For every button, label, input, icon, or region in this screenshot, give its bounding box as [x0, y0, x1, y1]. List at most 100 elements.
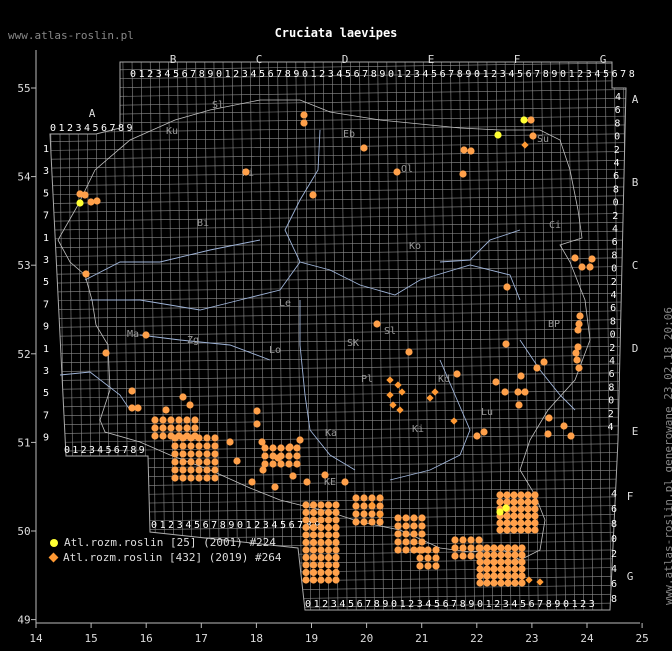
record-dot: [517, 372, 525, 380]
grid-column-digit: 9: [468, 599, 474, 610]
record-dot: [324, 501, 333, 509]
record-dot: [504, 572, 512, 580]
record-dot: [309, 531, 318, 539]
grid-column-digit: 3: [177, 520, 183, 531]
grid-row-digit: 2: [612, 211, 618, 222]
x-tick-label: 15: [84, 632, 97, 645]
grid-column-digit: 3: [263, 520, 269, 531]
river-line: [519, 339, 576, 411]
record-dot: [497, 544, 505, 552]
record-dot: [521, 388, 529, 396]
grid-column-digit: 6: [357, 599, 363, 610]
grid-column-digit: 4: [508, 69, 514, 80]
grid-column-digit: 6: [289, 520, 295, 531]
record-dot: [233, 457, 241, 465]
grid-row-digit: 0: [613, 198, 619, 209]
grid-column-digit: 1: [311, 69, 317, 80]
record-dot: [496, 519, 504, 527]
record-dot: [191, 416, 199, 424]
grid-column-digit: 3: [589, 599, 595, 610]
grid-column-digit: 2: [408, 599, 414, 610]
record-dot: [183, 416, 191, 424]
grid-row-digit: 4: [610, 290, 616, 301]
record-dot: [302, 516, 310, 524]
region-code: Ka: [325, 428, 337, 439]
record-dot: [128, 387, 136, 395]
record-dot: [402, 538, 410, 546]
grid-column-digit: 6: [440, 69, 446, 80]
grid-column-digit: 4: [84, 123, 90, 134]
record-old-dot: [496, 508, 504, 516]
legend: Atl.rozm.roslin [25] (2001) #224 Atl.roz…: [48, 535, 282, 565]
record-dot: [309, 191, 317, 199]
record-dot: [332, 568, 340, 577]
record-dot: [545, 414, 553, 422]
record-dot: [332, 523, 340, 532]
record-diamond: [376, 511, 384, 519]
record-dot: [289, 472, 297, 480]
record-dot: [490, 544, 498, 552]
record-dot: [573, 356, 581, 364]
record-dot: [510, 519, 518, 527]
grid-row-digit: 8: [610, 316, 616, 327]
grid-column-digit: 3: [331, 599, 337, 610]
grid-column-digit: 9: [207, 69, 213, 80]
grid-column-digit: 4: [511, 599, 517, 610]
site-url[interactable]: www.atlas-roslin.pl: [8, 29, 134, 42]
record-dot: [151, 432, 159, 440]
grid-column-letter: G: [600, 53, 607, 66]
legend-item-new: Atl.rozm.roslin [432] (2019) #264: [48, 550, 282, 565]
record-dot: [253, 407, 261, 415]
record-dot: [459, 552, 467, 560]
record-diamond: [389, 401, 397, 409]
record-old-dot: [76, 199, 84, 207]
grid-column-digit: 0: [474, 69, 480, 80]
record-diamond: [394, 381, 402, 389]
record-dot: [309, 508, 318, 517]
record-dot: [321, 471, 329, 479]
record-dot: [179, 434, 187, 442]
record-dot: [269, 444, 277, 452]
record-dot: [226, 438, 234, 446]
record-dot: [261, 452, 269, 460]
record-dot: [191, 424, 199, 432]
record-dot: [352, 518, 360, 526]
region-code: Ol: [401, 164, 413, 175]
record-dot: [518, 544, 526, 552]
grid-column-digit: 2: [168, 520, 174, 531]
record-dot: [211, 458, 219, 466]
record-diamond: [386, 376, 394, 384]
record-dot: [309, 516, 318, 524]
grid-column-digit: 5: [431, 69, 437, 80]
record-dot: [248, 478, 256, 486]
grid-column-digit: 1: [139, 69, 145, 80]
grid-column-digit: 1: [572, 599, 578, 610]
record-dot: [162, 406, 170, 414]
grid-column-digit: 7: [297, 520, 303, 531]
grid-column-digit: 9: [379, 69, 385, 80]
grid-column-letter: E: [428, 53, 435, 66]
record-dot: [432, 562, 440, 570]
record-dot: [410, 530, 418, 538]
record-dot: [540, 358, 548, 366]
record-dot: [324, 523, 333, 532]
record-dot: [271, 483, 279, 491]
grid-column-digit: 7: [109, 123, 115, 134]
legend-item-old: Atl.rozm.roslin [25] (2001) #224: [50, 535, 282, 550]
river-line: [284, 129, 521, 301]
grid-column-digit: 3: [503, 599, 509, 610]
grid-column-digit: 8: [460, 599, 466, 610]
grid-column-digit: 3: [75, 123, 81, 134]
record-dot: [490, 551, 498, 559]
record-dot: [511, 565, 519, 573]
grid-row-digit: 2: [608, 409, 614, 420]
grid-row-digit: 0: [611, 264, 617, 275]
grid-column-digit: 1: [314, 599, 320, 610]
grid-column-digit: 3: [414, 69, 420, 80]
record-dot: [511, 572, 519, 580]
record-dot: [588, 255, 596, 263]
record-dot: [467, 544, 475, 552]
grid-column-digit: 5: [603, 69, 609, 80]
grid-column-digit: 5: [345, 69, 351, 80]
